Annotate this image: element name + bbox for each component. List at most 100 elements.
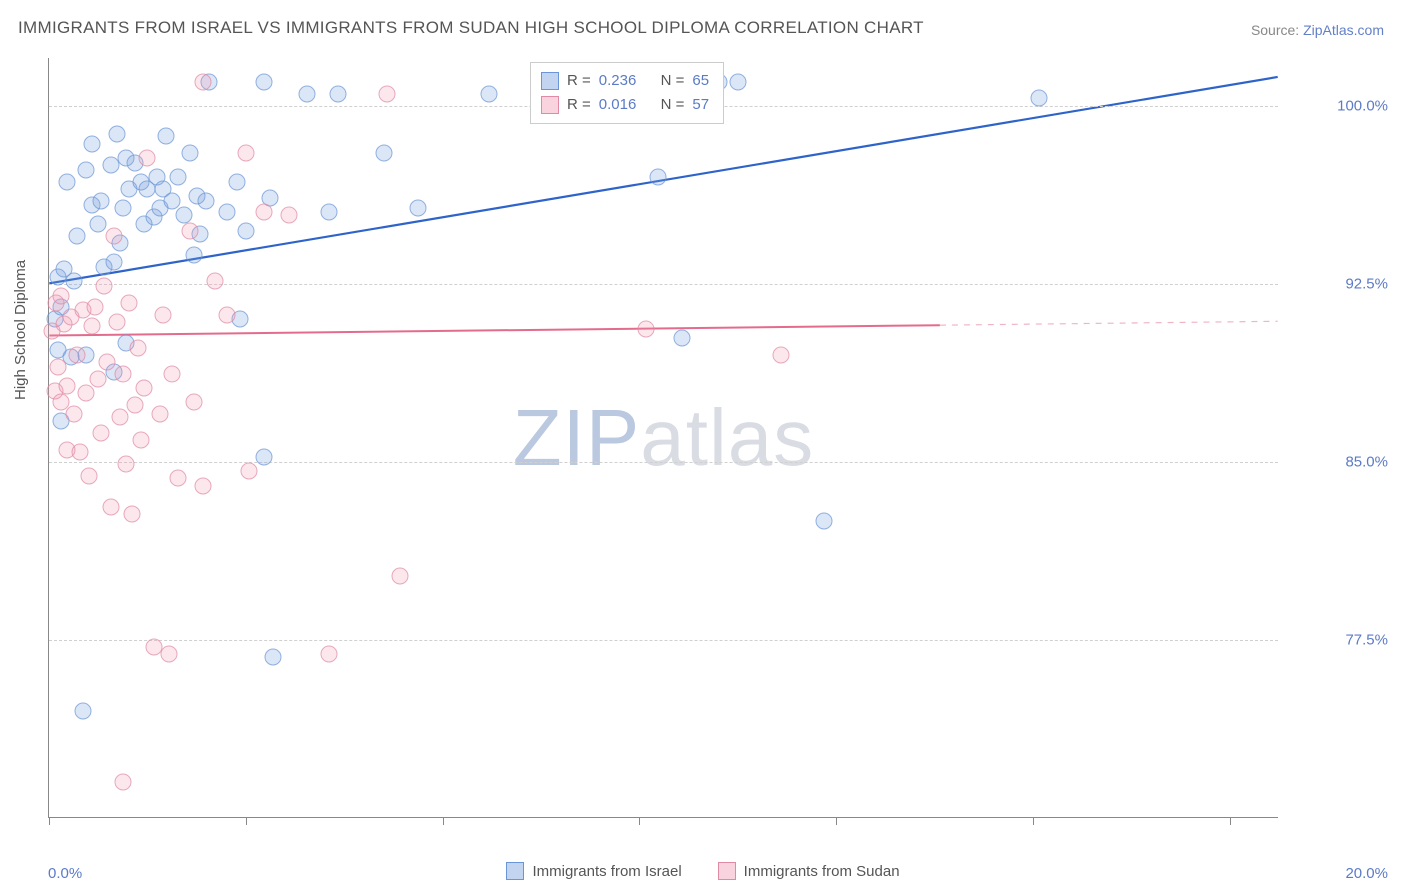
data-point (194, 477, 211, 494)
data-point (133, 432, 150, 449)
data-point (136, 380, 153, 397)
x-tick (1033, 817, 1034, 825)
legend-row: R =0.016 N =57 (541, 93, 709, 117)
n-value: 65 (692, 69, 709, 93)
data-point (237, 145, 254, 162)
data-point (77, 161, 94, 178)
x-tick-max: 20.0% (1345, 865, 1388, 882)
data-point (65, 273, 82, 290)
data-point (84, 318, 101, 335)
y-tick-label: 100.0% (1337, 97, 1388, 114)
data-point (772, 346, 789, 363)
data-point (87, 299, 104, 316)
data-point (299, 85, 316, 102)
x-tick (1230, 817, 1231, 825)
data-point (160, 646, 177, 663)
data-point (256, 73, 273, 90)
data-point (68, 228, 85, 245)
data-point (114, 774, 131, 791)
watermark-light: atlas (640, 393, 814, 482)
legend-item: Immigrants from Sudan (718, 862, 900, 880)
x-tick (246, 817, 247, 825)
data-point (170, 470, 187, 487)
data-point (207, 273, 224, 290)
data-point (59, 173, 76, 190)
r-label: R = (567, 69, 591, 93)
data-point (219, 306, 236, 323)
legend-label: Immigrants from Israel (532, 863, 681, 880)
data-point (280, 206, 297, 223)
data-point (1031, 90, 1048, 107)
gridline (49, 462, 1278, 463)
data-point (815, 513, 832, 530)
data-point (114, 365, 131, 382)
data-point (117, 456, 134, 473)
data-point (93, 425, 110, 442)
data-point (649, 168, 666, 185)
data-point (139, 149, 156, 166)
data-point (219, 204, 236, 221)
data-point (130, 339, 147, 356)
data-point (228, 173, 245, 190)
data-point (108, 313, 125, 330)
x-tick (639, 817, 640, 825)
data-point (379, 85, 396, 102)
data-point (50, 358, 67, 375)
data-point (256, 204, 273, 221)
data-point (114, 199, 131, 216)
data-point (237, 223, 254, 240)
data-point (256, 449, 273, 466)
data-point (84, 135, 101, 152)
legend-swatch (718, 862, 736, 880)
y-axis-label: High School Diploma (12, 260, 29, 400)
data-point (182, 145, 199, 162)
data-point (176, 206, 193, 223)
data-point (164, 365, 181, 382)
legend-swatch (541, 96, 559, 114)
data-point (164, 192, 181, 209)
n-value: 57 (692, 93, 709, 117)
source-link[interactable]: ZipAtlas.com (1303, 22, 1384, 38)
y-tick-label: 85.0% (1345, 453, 1388, 470)
correlation-legend: R = 0.236 N = 65R =0.016 N =57 (530, 62, 724, 124)
watermark: ZIPatlas (513, 392, 814, 484)
data-point (102, 498, 119, 515)
data-point (127, 396, 144, 413)
data-point (90, 216, 107, 233)
legend-swatch (541, 72, 559, 90)
data-point (111, 408, 128, 425)
data-point (330, 85, 347, 102)
data-point (240, 463, 257, 480)
legend-label: Immigrants from Sudan (744, 863, 900, 880)
data-point (151, 406, 168, 423)
legend-swatch (506, 862, 524, 880)
data-point (320, 204, 337, 221)
legend-item: Immigrants from Israel (506, 862, 681, 880)
data-point (74, 703, 91, 720)
x-tick (443, 817, 444, 825)
data-point (320, 646, 337, 663)
series-legend: Immigrants from Israel Immigrants from Su… (0, 862, 1406, 884)
data-point (410, 199, 427, 216)
r-value: 0.236 (599, 69, 637, 93)
data-point (120, 294, 137, 311)
data-point (637, 320, 654, 337)
data-point (729, 73, 746, 90)
data-point (182, 223, 199, 240)
data-point (65, 406, 82, 423)
x-tick (49, 817, 50, 825)
data-point (157, 128, 174, 145)
data-point (59, 377, 76, 394)
data-point (68, 346, 85, 363)
data-point (265, 648, 282, 665)
data-point (96, 278, 113, 295)
data-point (90, 370, 107, 387)
n-label: N = (661, 69, 685, 93)
y-tick-label: 92.5% (1345, 275, 1388, 292)
data-point (105, 254, 122, 271)
data-point (53, 287, 70, 304)
data-point (108, 126, 125, 143)
data-point (105, 228, 122, 245)
data-point (391, 567, 408, 584)
data-point (80, 468, 97, 485)
